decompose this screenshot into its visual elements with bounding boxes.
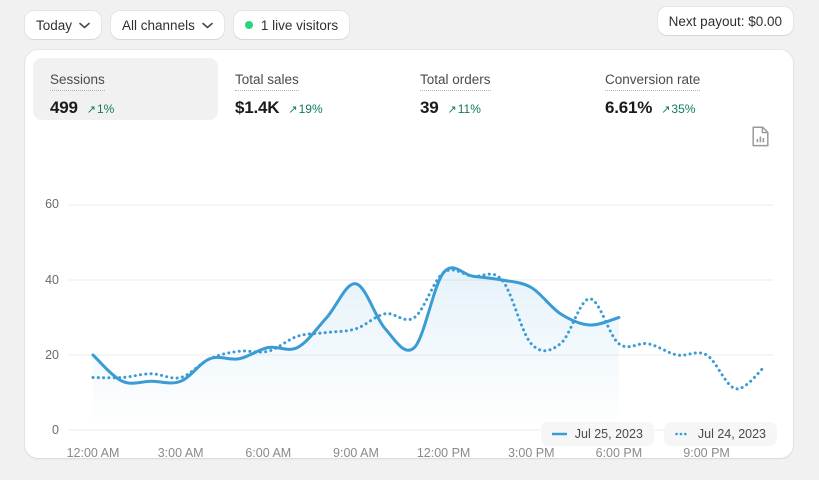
trend-up-arrow-icon: ↗: [661, 104, 671, 116]
chevron-down-icon: [79, 22, 90, 29]
channel-filter-label: All channels: [122, 17, 195, 33]
metric-row: 499 ↗1%: [50, 98, 218, 118]
legend-label: Jul 25, 2023: [574, 427, 643, 441]
metric-value: 499: [50, 98, 78, 117]
x-axis-tick: 12:00 AM: [66, 446, 120, 458]
metric-delta: ↗35%: [661, 102, 695, 116]
metric-delta-value: 11%: [457, 102, 481, 116]
chart-legend: Jul 25, 2023 Jul 24, 2023: [540, 422, 777, 446]
trend-up-arrow-icon: ↗: [86, 104, 96, 116]
metric-label: Total sales: [235, 72, 299, 91]
metric-label: Conversion rate: [605, 72, 701, 91]
date-range-label: Today: [36, 17, 73, 33]
x-axis-tick: 12:00 PM: [416, 446, 471, 458]
y-axis-tick: 60: [45, 197, 59, 211]
next-payout-label: Next payout: $0.00: [668, 13, 782, 29]
x-axis-tick: 6:00 AM: [245, 446, 292, 458]
legend-label: Jul 24, 2023: [697, 427, 766, 441]
next-payout-button[interactable]: Next payout: $0.00: [657, 7, 793, 35]
metric-tile-conversion-rate[interactable]: Conversion rate 6.61% ↗35%: [588, 58, 773, 120]
sessions-chart: 60 40 20 0 12:00 AM 3:00 AM 6:00 AM 9:00 AM…: [25, 154, 793, 458]
dotted-line-swatch-icon: [675, 432, 690, 436]
metric-delta: ↗1%: [87, 102, 115, 116]
analytics-card: Sessions 499 ↗1% Total sales $1.4K ↗19% …: [25, 50, 793, 458]
chart-svg: [68, 204, 773, 431]
metric-delta-value: 1%: [96, 102, 115, 116]
x-axis-tick: 9:00 AM: [333, 446, 379, 458]
metric-delta: ↗19%: [288, 102, 322, 116]
y-axis-tick: 40: [45, 273, 59, 287]
x-axis-tick: 3:00 AM: [157, 446, 204, 458]
solid-line-swatch-icon: [551, 432, 567, 436]
metric-value: 6.61%: [605, 98, 653, 117]
toolbar: Today All channels 1 live visitors Next …: [0, 0, 819, 50]
series-line-jul-25: [91, 266, 621, 385]
metric-row: 39 ↗11%: [420, 98, 588, 118]
y-axis-tick: 0: [52, 423, 59, 437]
x-axis-tick: 9:00 PM: [683, 446, 730, 458]
legend-item-jul-25[interactable]: Jul 25, 2023: [540, 422, 654, 446]
metric-tile-total-orders[interactable]: Total orders 39 ↗11%: [403, 58, 588, 120]
trend-up-arrow-icon: ↗: [447, 104, 457, 116]
metric-row: $1.4K ↗19%: [235, 98, 403, 118]
report-document-icon: [751, 126, 770, 152]
chart-plot-area[interactable]: 12:00 AM 3:00 AM 6:00 AM 9:00 AM 12:00 PM 3:0…: [67, 154, 773, 458]
metric-label: Sessions: [50, 72, 105, 91]
date-range-filter[interactable]: Today: [25, 11, 102, 39]
series-area-fill: [93, 267, 619, 430]
x-axis-tick: 6:00 PM: [595, 446, 643, 458]
metric-delta: ↗11%: [448, 102, 481, 116]
x-axis-tick: 3:00 PM: [507, 446, 555, 458]
view-report-button[interactable]: [747, 126, 773, 152]
filter-group: Today All channels 1 live visitors: [25, 11, 350, 39]
y-axis-tick: 20: [45, 348, 59, 362]
metric-delta-value: 35%: [671, 102, 696, 116]
metric-label: Total orders: [420, 72, 491, 91]
metric-delta-value: 19%: [298, 102, 323, 116]
legend-item-jul-24[interactable]: Jul 24, 2023: [663, 422, 777, 446]
metric-tile-total-sales[interactable]: Total sales $1.4K ↗19%: [218, 58, 403, 120]
live-visitors-badge[interactable]: 1 live visitors: [233, 11, 350, 39]
metric-value: 39: [420, 98, 439, 117]
chevron-down-icon: [202, 22, 213, 29]
channel-filter[interactable]: All channels: [111, 11, 224, 39]
metric-row: 6.61% ↗35%: [605, 98, 773, 118]
metric-tile-sessions[interactable]: Sessions 499 ↗1%: [33, 58, 218, 120]
live-visitors-label: 1 live visitors: [260, 17, 339, 33]
metric-tiles: Sessions 499 ↗1% Total sales $1.4K ↗19% …: [25, 50, 793, 120]
trend-up-arrow-icon: ↗: [288, 104, 298, 116]
live-status-dot-icon: [244, 21, 253, 29]
metric-value: $1.4K: [235, 98, 280, 117]
